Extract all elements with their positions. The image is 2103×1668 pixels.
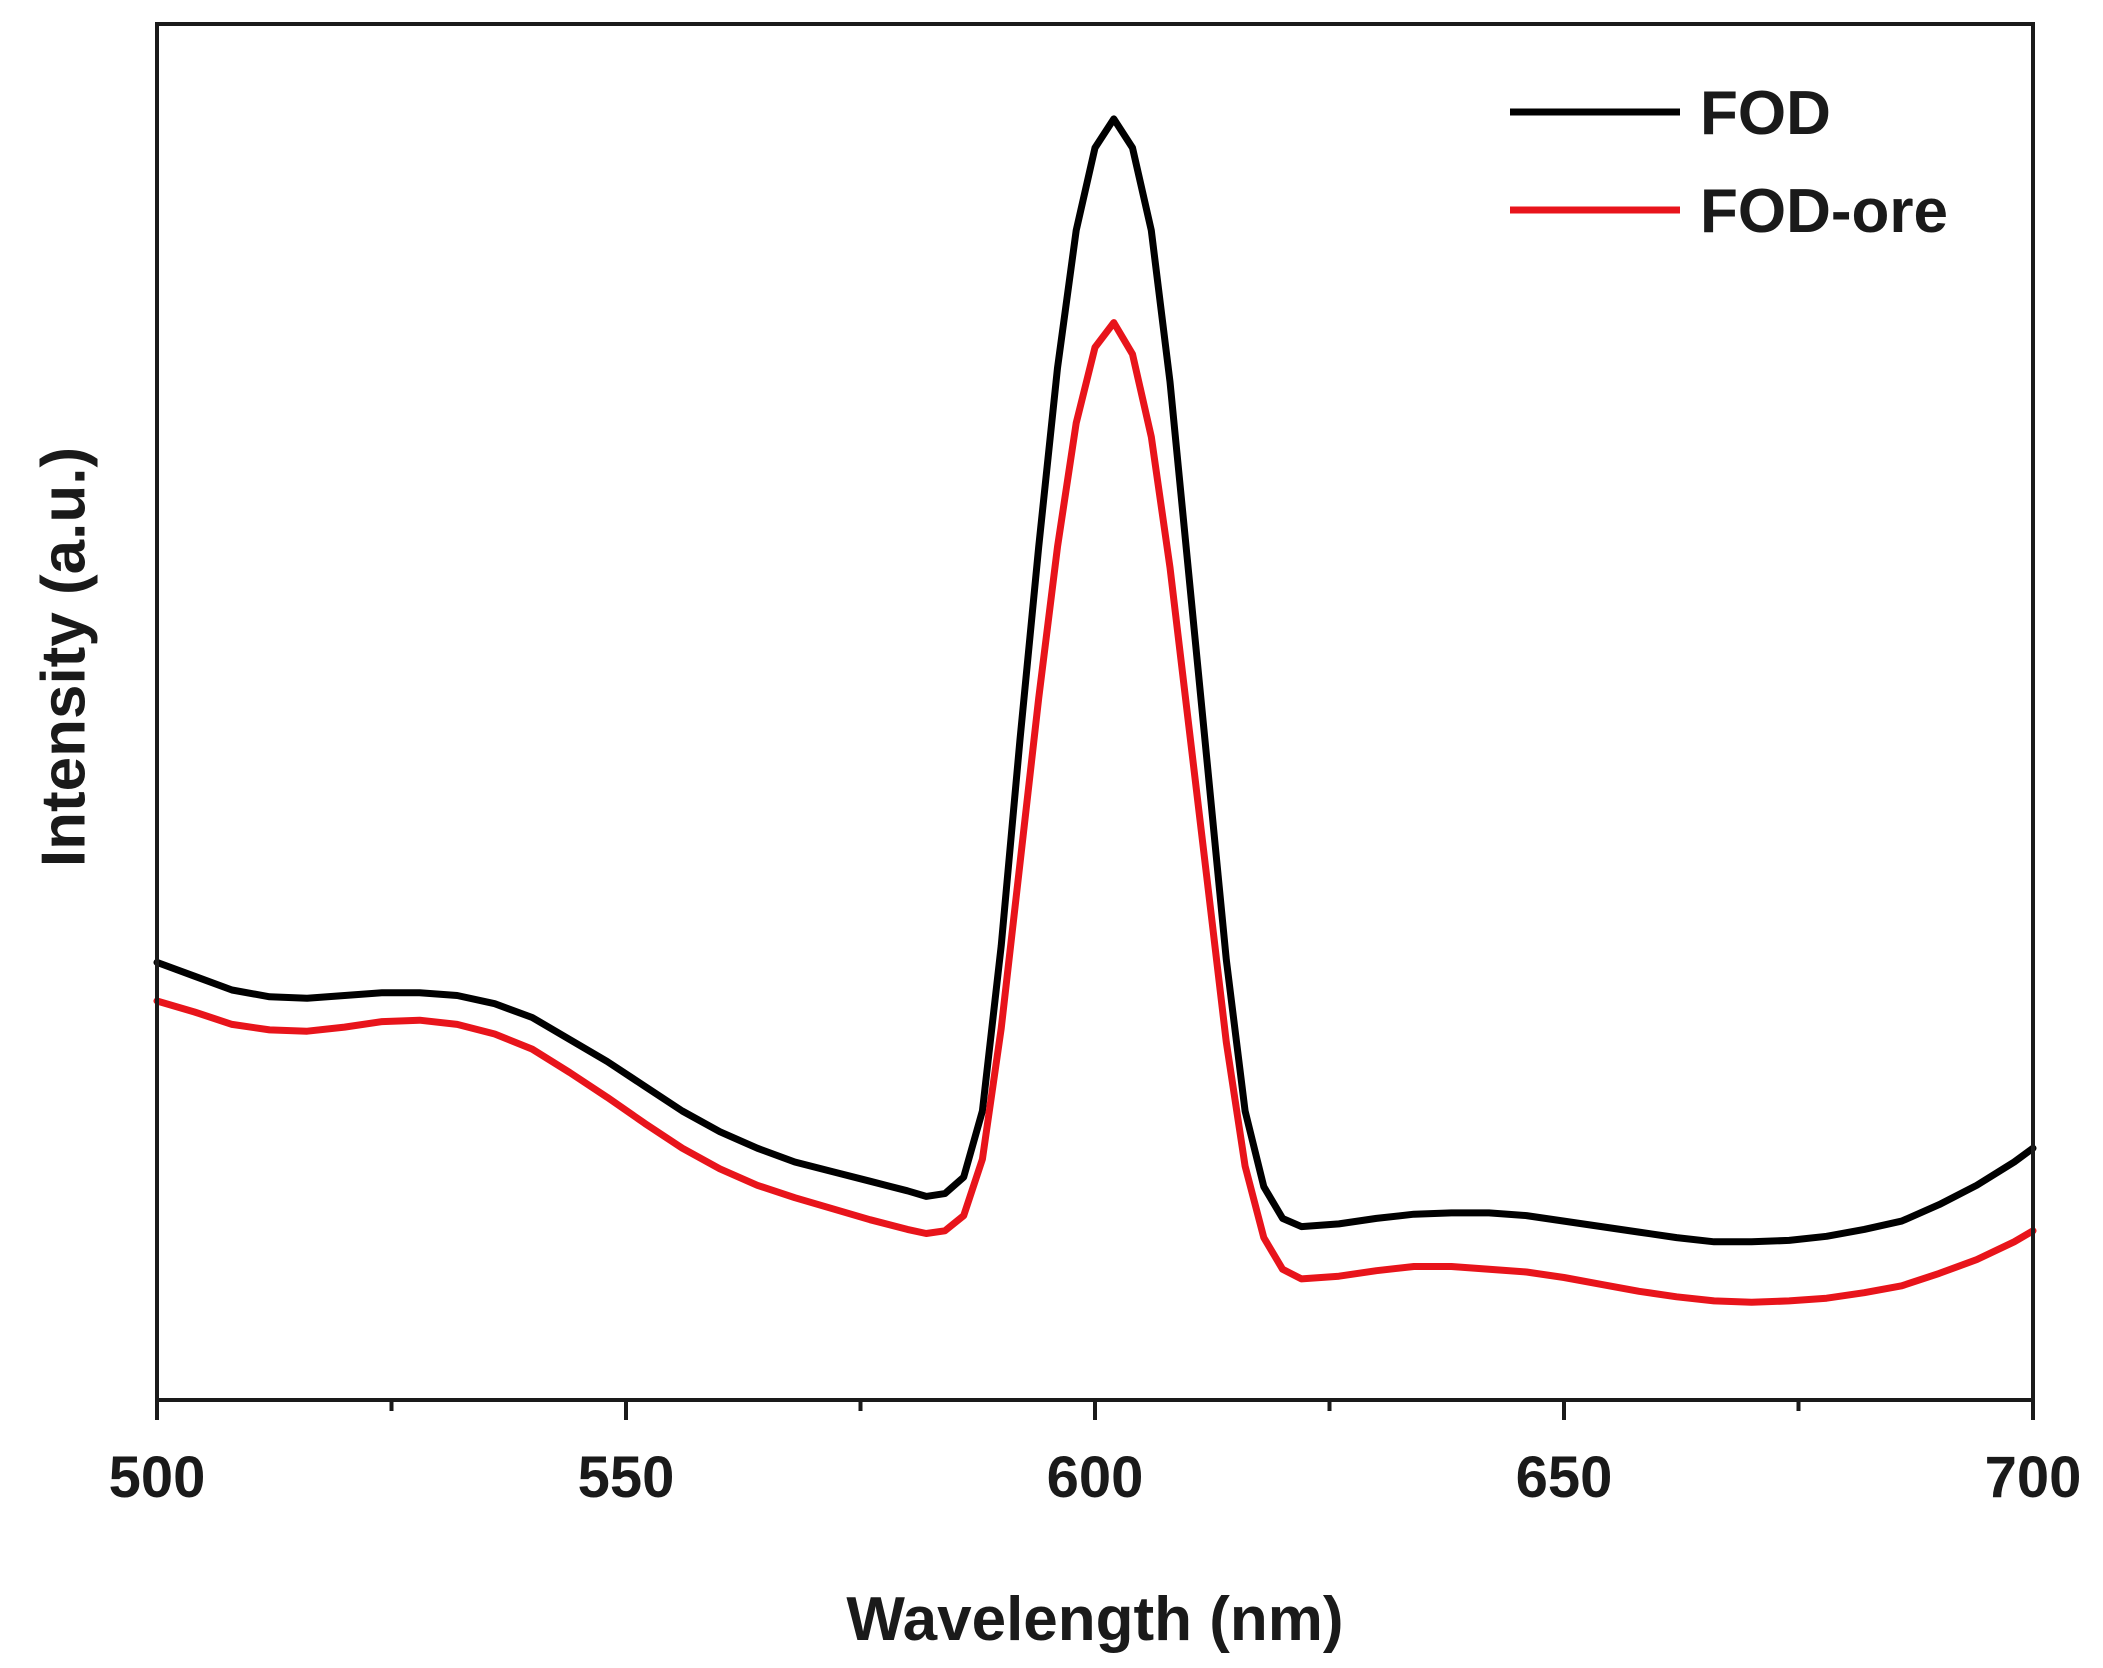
x-axis-ticks xyxy=(155,1400,2035,1420)
x-axis-title: Wavelength (nm) xyxy=(846,1585,1343,1654)
x-tick-label-700: 700 xyxy=(1985,1445,2082,1510)
series-line-fod xyxy=(153,115,2037,1246)
x-axis-tick-labels: 500 550 600 650 700 xyxy=(109,1445,2082,1510)
x-tick-label-650: 650 xyxy=(1516,1445,1613,1510)
x-tick-label-550: 550 xyxy=(578,1445,675,1510)
plot-series-group xyxy=(153,115,2037,1306)
legend: FOD FOD-ore xyxy=(1510,79,1948,246)
y-axis-title: Intensity (a.u.) xyxy=(29,447,98,867)
x-tick-label-600: 600 xyxy=(1047,1445,1144,1510)
legend-label-fod: FOD xyxy=(1700,79,1831,148)
series-line-fod-ore xyxy=(153,319,2037,1306)
legend-label-fod-ore: FOD-ore xyxy=(1700,177,1948,246)
x-tick-label-500: 500 xyxy=(109,1445,206,1510)
